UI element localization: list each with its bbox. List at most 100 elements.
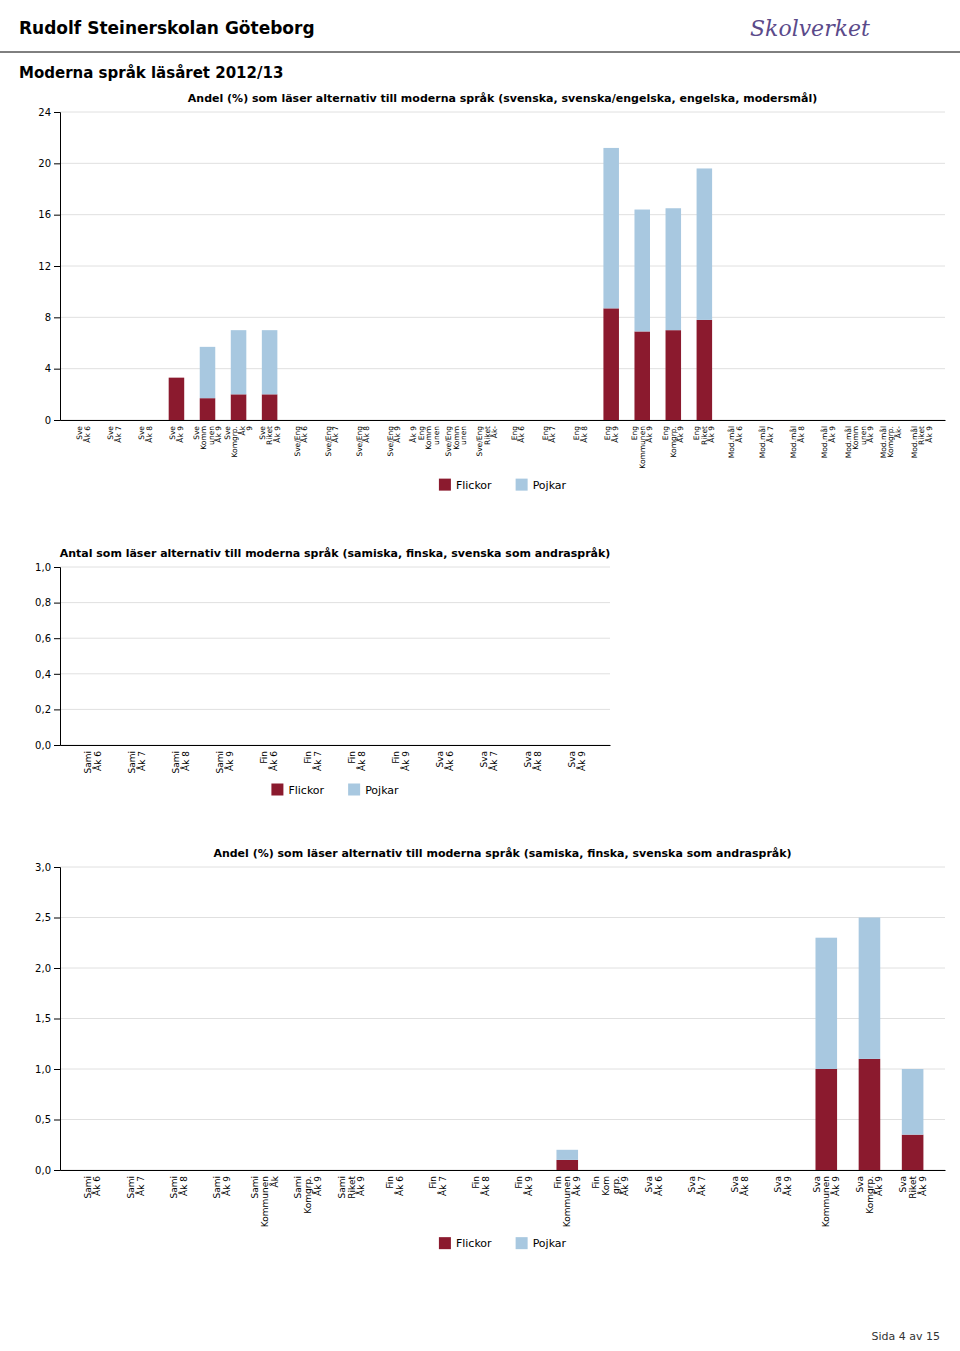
bar <box>729 1170 751 1171</box>
bar <box>138 420 154 421</box>
bar <box>211 1170 233 1171</box>
y-tick: 12 <box>38 261 60 272</box>
x-tick-label: SvaÅk 8 <box>523 751 543 771</box>
x-tick: FinKomgrp.Åk 9 <box>591 1176 631 1196</box>
x-tick-label-line: Åk 9 <box>355 1176 366 1196</box>
y-tick-mark <box>54 1170 60 1171</box>
y-tick-label: 1,5 <box>35 1013 51 1024</box>
legend-item: Flickor <box>439 1237 492 1250</box>
x-tick: Mod.målKommunenÅk 9 <box>844 426 876 458</box>
x-tick-label-line: Riket <box>908 1176 918 1199</box>
x-tick-label-line: Åk 9 <box>273 426 282 443</box>
x-tick-label-line: Åk 9 <box>782 1176 793 1196</box>
y-tick-mark <box>54 918 60 919</box>
bar <box>790 420 806 421</box>
x-tick-label: EngKomgrp.Åk 9 <box>661 426 685 458</box>
bar <box>390 745 412 746</box>
y-tick-label: 2,0 <box>35 963 51 974</box>
page: Rudolf Steinerskolan GöteborgSkolverketM… <box>0 0 960 1351</box>
bar <box>386 420 402 421</box>
x-tick-label-line: Fin <box>391 751 401 764</box>
x-tick-label: SvaRiketÅk 9 <box>898 1176 928 1199</box>
bar <box>541 420 557 421</box>
y-tick-mark <box>54 317 60 318</box>
x-tick-label-line: Åk 8 <box>145 426 154 443</box>
x-tick: SamiÅk 7 <box>127 751 147 774</box>
legend-label: Pojkar <box>533 1237 567 1250</box>
y-tick: 0 <box>45 415 60 426</box>
bar <box>346 745 368 746</box>
y-tick-mark <box>54 867 60 868</box>
bar-series <box>169 308 712 420</box>
x-tick-label-line: Fin <box>303 751 313 764</box>
bar <box>262 330 278 394</box>
legend-item: Flickor <box>271 784 324 797</box>
x-tick: SveÅk 9 <box>168 426 185 443</box>
legend-item: Pojkar <box>348 784 399 797</box>
bar <box>666 208 682 330</box>
x-tick: EngKommunenÅk 9 <box>630 426 654 469</box>
grid-line <box>60 638 610 639</box>
bar <box>902 1135 924 1170</box>
x-tick-label: SvaKomgrp.Åk 9 <box>855 1176 885 1214</box>
x-tick-label-line: Åk 8 <box>739 1176 750 1196</box>
x-tick-label-line: Sva <box>773 1176 783 1193</box>
bar <box>697 168 713 319</box>
grid-line <box>60 602 610 603</box>
x-tick-label-line: Fin <box>514 1176 524 1189</box>
bar <box>572 420 588 421</box>
bar <box>211 1170 233 1171</box>
x-tick-label: SamiÅk 7 <box>127 751 147 774</box>
x-tick-label-line: Åk 9 <box>611 426 620 443</box>
x-tick-label-line: Åk 7 <box>437 1176 448 1196</box>
x-tick-label-line: Fin <box>471 1176 481 1189</box>
bar <box>170 745 192 746</box>
bar <box>914 420 930 421</box>
x-tick-label-line: Sva <box>644 1176 654 1193</box>
x-tick-label-line: Åk 7 <box>114 426 123 443</box>
x-tick: Mod.målKomgrp.Åk- <box>879 426 903 458</box>
x-tick: SamiÅk 7 <box>126 1176 146 1199</box>
y-tick-mark <box>54 1069 60 1070</box>
bar <box>883 420 899 421</box>
y-tick-label: 0 <box>45 415 51 426</box>
logo-text: Skolverket <box>750 16 870 41</box>
x-tick-label: FinÅk 7 <box>428 1176 448 1196</box>
x-tick: SveRiketÅk 9 <box>258 426 282 445</box>
x-tick-label: Sve/EngÅk 6 <box>293 426 310 457</box>
bar <box>790 420 806 421</box>
chart-title: Andel (%) som läser alternativ till mode… <box>213 847 791 860</box>
x-tick-label-line: Åk 8 <box>362 426 371 443</box>
bar <box>572 420 588 421</box>
legend-label: Pojkar <box>533 479 567 492</box>
x-tick-label-line: Sva <box>687 1176 697 1193</box>
x-tick-label-line: Åk 9 <box>830 1176 841 1196</box>
y-tick-label: 24 <box>38 107 51 118</box>
bar <box>603 148 619 308</box>
x-tick-label: Åk 9EngKommunen <box>409 426 441 450</box>
x-tick: SvaÅk 9 <box>567 751 587 771</box>
bar <box>297 1170 319 1171</box>
bar <box>759 420 775 421</box>
x-tick: SvaÅk 7 <box>479 751 499 771</box>
bar <box>448 420 464 421</box>
y-axis-line <box>54 113 61 421</box>
legend-label: Flickor <box>288 784 324 797</box>
y-tick-label: 0,6 <box>35 633 51 644</box>
x-tick-label-line: Sami <box>171 751 181 774</box>
grid-line <box>60 317 945 318</box>
bar <box>417 420 433 421</box>
x-tick-label-line: Åk 6 <box>735 426 744 443</box>
y-tick: 1,5 <box>35 1013 60 1024</box>
x-tick-label-line: Sva <box>435 751 445 768</box>
x-tick-label-line: Åk 9 <box>571 1176 582 1196</box>
x-tick: FinÅk 7 <box>303 751 323 771</box>
x-tick-label-line: Åk 6 <box>268 751 279 771</box>
x-tick: SvaÅk 7 <box>687 1176 707 1196</box>
x-axis: SamiÅk 6SamiÅk 7SamiÅk 8SamiÅk 9FinÅk 6F… <box>61 746 611 774</box>
page-label: Sida 4 av 15 <box>872 1330 941 1343</box>
x-tick-label-line: Kommunen <box>821 1176 831 1227</box>
bar <box>231 330 247 394</box>
x-tick-label: SamiÅk 6 <box>83 1176 103 1199</box>
bar <box>390 745 412 746</box>
